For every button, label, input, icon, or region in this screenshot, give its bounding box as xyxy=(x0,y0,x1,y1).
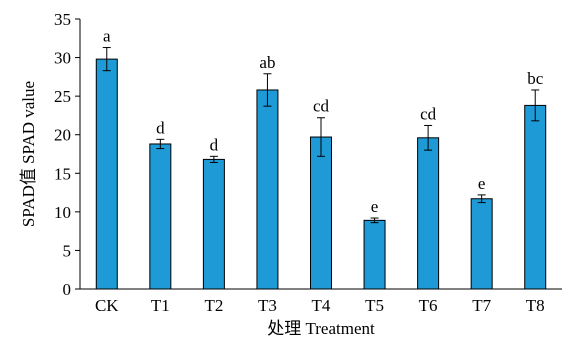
y-tick-label-20: 20 xyxy=(54,126,71,145)
x-tick-label-T3: T3 xyxy=(258,296,277,315)
x-tick-label-T8: T8 xyxy=(526,296,545,315)
significance-label-T2: d xyxy=(210,135,219,154)
x-tick-label-CK: CK xyxy=(95,296,119,315)
significance-label-T1: d xyxy=(156,118,165,137)
axes-group: CK T1 T2 T3 T4 T5 T6 T7 T8 0 5 10 15 20 25 30 35 xyxy=(54,10,562,315)
error-bars-group xyxy=(102,47,540,224)
bars-group xyxy=(95,58,547,290)
significance-label-CK: a xyxy=(103,27,111,46)
y-tick-label-5: 5 xyxy=(63,241,72,260)
y-tick-label-25: 25 xyxy=(54,87,71,106)
significance-labels-group: a d d ab cd e cd e bc xyxy=(103,27,544,216)
bar-T8 xyxy=(524,104,547,290)
significance-label-T6: cd xyxy=(420,104,437,123)
x-tick-label-T6: T6 xyxy=(419,296,438,315)
significance-label-T7: e xyxy=(478,174,486,193)
y-tick-label-35: 35 xyxy=(54,10,71,29)
x-tick-label-T7: T7 xyxy=(472,296,491,315)
significance-label-T4: cd xyxy=(313,97,330,116)
bar-T2 xyxy=(202,158,225,290)
y-tick-label-30: 30 xyxy=(54,49,71,68)
x-tick-label-T5: T5 xyxy=(365,296,384,315)
bar-T4 xyxy=(310,136,332,290)
y-tick-label-0: 0 xyxy=(63,280,72,299)
bar-T5 xyxy=(363,219,386,290)
x-tick-label-T1: T1 xyxy=(151,296,170,315)
y-axis-title: SPAD值 SPAD value xyxy=(19,81,38,227)
bar-T6 xyxy=(417,137,440,290)
x-axis-title: 处理 Treatment xyxy=(267,319,375,338)
significance-label-T8: bc xyxy=(527,69,544,88)
y-tick-label-10: 10 xyxy=(54,203,71,222)
x-tick-label-T2: T2 xyxy=(204,296,223,315)
x-tick-label-T4: T4 xyxy=(312,296,331,315)
y-tick-label-15: 15 xyxy=(54,164,71,183)
bar-T1 xyxy=(149,143,172,290)
bar-T3 xyxy=(256,89,279,290)
bar-CK xyxy=(95,58,118,290)
significance-label-T5: e xyxy=(371,197,379,216)
significance-label-T3: ab xyxy=(259,53,275,72)
bar-T7 xyxy=(470,198,493,290)
